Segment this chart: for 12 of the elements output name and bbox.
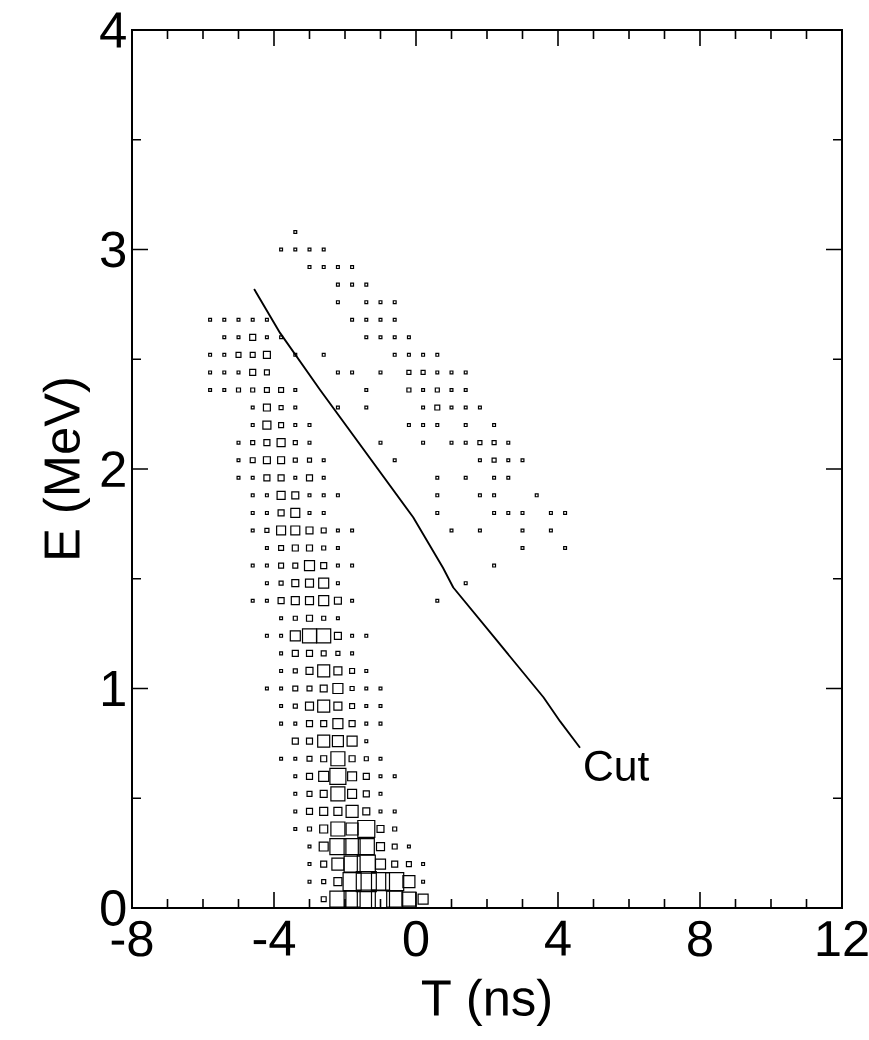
- x-axis-title: T (ns): [421, 978, 550, 1026]
- y-tick-label: 4: [100, 12, 126, 48]
- y-tick-label: 1: [102, 671, 125, 706]
- y-tick-label: 2: [101, 451, 125, 487]
- x-tick-label: -4: [253, 920, 296, 956]
- y-tick-label: 3: [101, 231, 126, 268]
- y-axis-title: E (MeV): [42, 379, 90, 558]
- x-tick-label: 12: [817, 920, 868, 957]
- x-tick-label: 0: [403, 920, 429, 957]
- x-tick-label: 4: [545, 920, 571, 956]
- x-tick-label: 8: [688, 920, 712, 957]
- annotation: Cut: [585, 750, 650, 781]
